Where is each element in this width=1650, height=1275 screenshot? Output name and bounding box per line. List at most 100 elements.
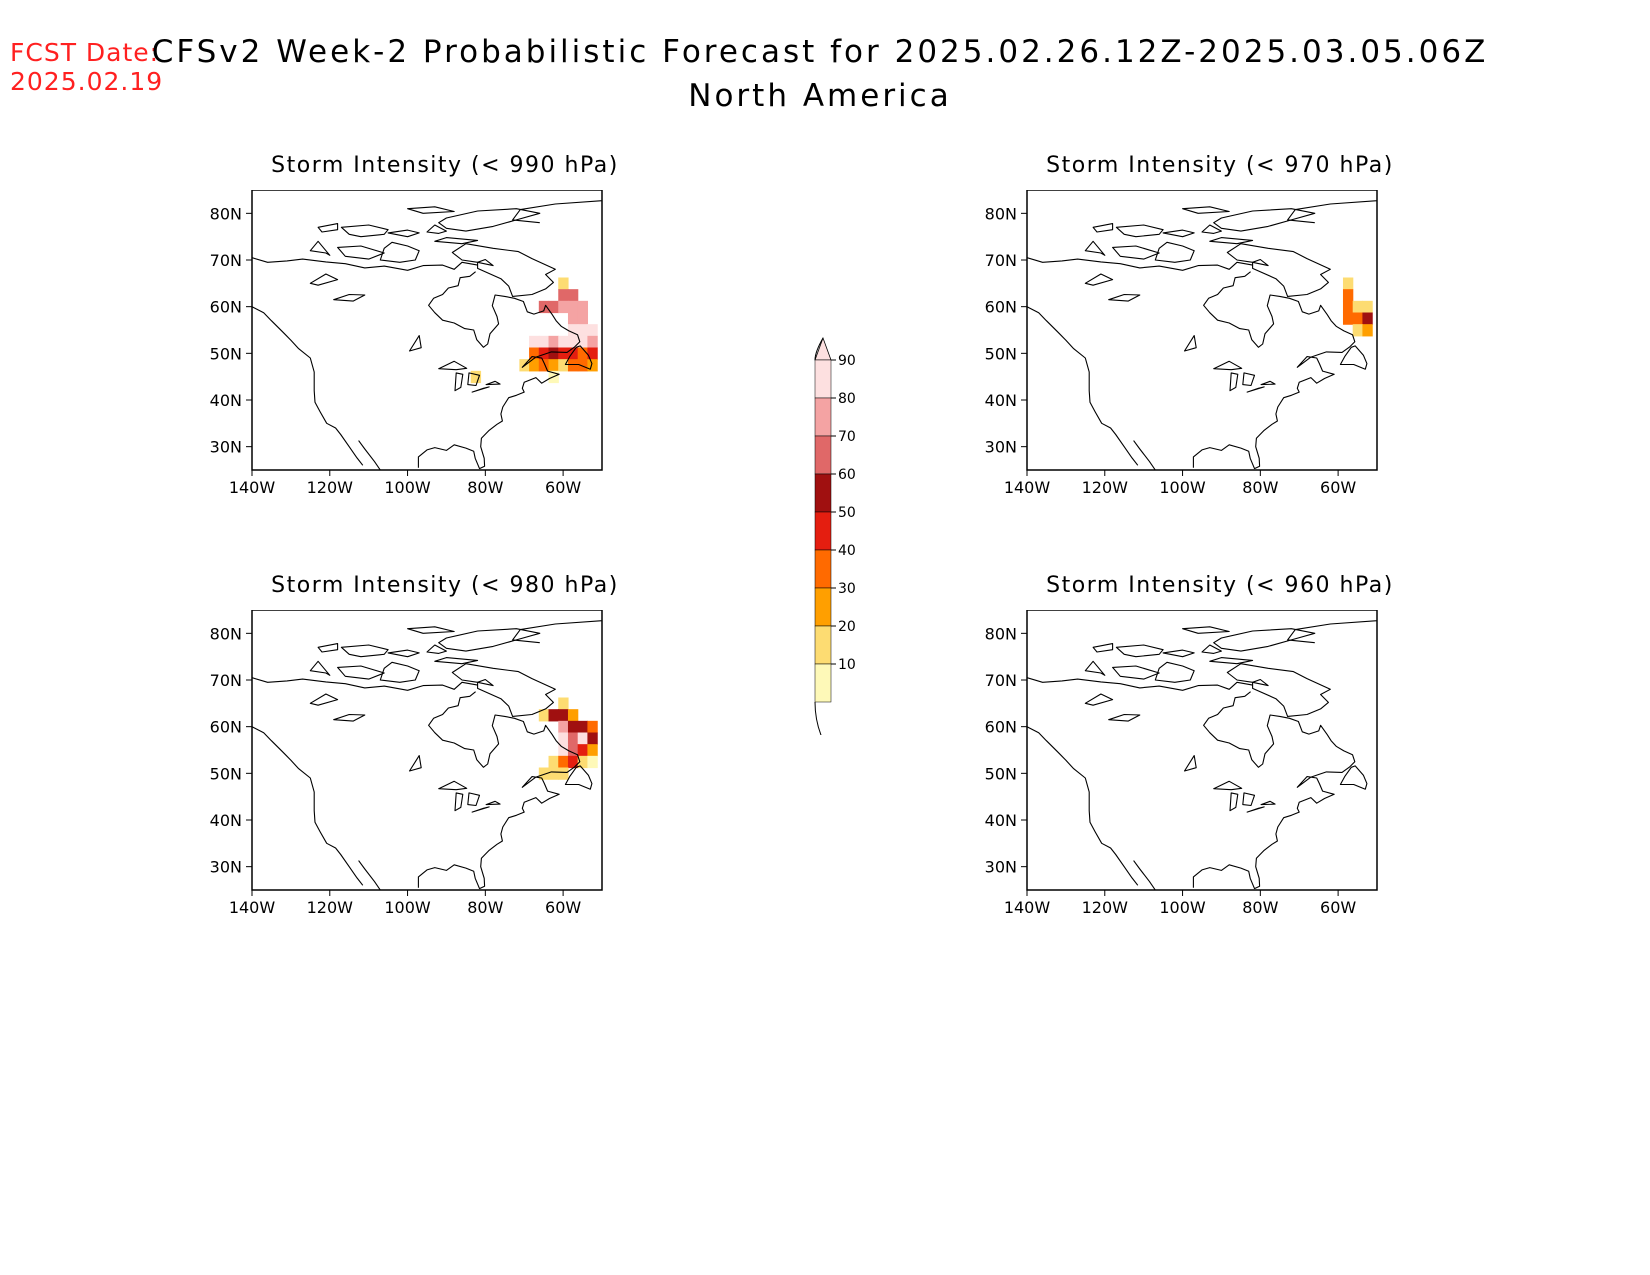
coastline [309, 660, 331, 676]
probability-cell [548, 347, 559, 360]
coastline [1192, 691, 1356, 890]
probability-cell [577, 347, 589, 360]
coastline [1192, 271, 1356, 470]
colorbar-label: 30 [838, 581, 856, 597]
coastline [407, 626, 455, 634]
lat-tick-label: 40N [210, 811, 242, 830]
lat-tick-label: 60N [985, 298, 1017, 317]
colorbar-swatch [814, 397, 832, 437]
coastline [1183, 335, 1197, 352]
coastline [337, 665, 385, 680]
coastline [340, 644, 389, 658]
coastline [471, 806, 490, 813]
coastline [379, 661, 420, 683]
probability-cell [1342, 312, 1354, 325]
probability-cell [1342, 277, 1354, 290]
forecast-date-label: FCST Date: [10, 38, 160, 67]
probability-cell [567, 755, 579, 769]
coastline [1213, 208, 1316, 232]
coastline [1226, 663, 1331, 717]
probability-cell [558, 709, 569, 722]
coastline [434, 237, 479, 245]
coastline [1183, 755, 1197, 772]
probability-cell [558, 767, 569, 780]
map-panel-990: Storm Intensity (< 990 hPa) 80N 70N 60N 50N… [205, 145, 645, 525]
coastline [309, 693, 339, 706]
lon-tick-label: 80W [467, 478, 503, 497]
probability-cell [567, 359, 579, 372]
map-frame [251, 190, 603, 471]
coastline [564, 345, 593, 370]
colorbar-swatch [814, 359, 832, 399]
map-content [1027, 620, 1377, 890]
probability-cell [529, 347, 540, 360]
coastline [477, 678, 494, 687]
lon-tick-label: 140W [1004, 898, 1051, 917]
colorbar-label: 70 [838, 429, 856, 445]
coastline [1252, 678, 1269, 687]
lon-tick-label: 120W [1082, 898, 1129, 917]
lon-tick-label: 60W [545, 478, 581, 497]
lon-tick-label: 80W [1242, 898, 1278, 917]
probability-cell [577, 335, 589, 349]
probability-cell [567, 289, 579, 302]
probability-cell [558, 359, 569, 372]
lat-tick-label: 80N [210, 204, 242, 223]
lat-tick-label: 80N [210, 624, 242, 643]
lon-tick-label: 100W [1159, 898, 1206, 917]
coastline [438, 780, 468, 791]
coastline [358, 860, 381, 890]
probability-cell [577, 732, 589, 745]
coastline [1084, 273, 1114, 286]
coastline [1108, 293, 1141, 302]
lat-tick-label: 30N [985, 858, 1017, 877]
coastline [1246, 806, 1265, 813]
probability-cell [567, 720, 579, 734]
colorbar-swatch [814, 473, 832, 513]
lon-tick-label: 80W [1242, 478, 1278, 497]
colorbar-swatch [814, 625, 832, 665]
probability-cell [1342, 289, 1354, 302]
lon-tick-label: 100W [1159, 478, 1206, 497]
coastline [309, 240, 331, 256]
colorbar-label: 60 [838, 467, 856, 483]
probability-cell [1362, 300, 1373, 314]
probability-cell [558, 744, 569, 757]
coastline [408, 755, 422, 772]
coastline [252, 677, 478, 691]
coastline [252, 257, 478, 271]
coastline [1226, 243, 1331, 297]
coastline [1287, 620, 1377, 644]
coastline [1027, 306, 1139, 466]
coastline [1242, 372, 1256, 387]
probability-cell [1362, 312, 1373, 325]
coastline [1229, 792, 1239, 812]
coastline [333, 293, 366, 302]
coastline [1260, 800, 1276, 806]
lon-tick-label: 60W [1320, 898, 1356, 917]
lon-tick-label: 120W [1082, 478, 1129, 497]
probability-cell [548, 359, 559, 372]
coastline [1242, 792, 1256, 807]
coastline [1027, 726, 1139, 886]
lat-tick-label: 40N [985, 811, 1017, 830]
map-svg: 80N 70N 60N 50N 40N 30N 140W 120W 100W 80W 60W [210, 190, 603, 497]
coastline [451, 243, 556, 297]
coastline [1027, 677, 1253, 691]
coastline [454, 792, 464, 812]
probability-cell [1342, 300, 1354, 314]
coastline [408, 335, 422, 352]
probability-cell [548, 767, 559, 780]
coastline [358, 440, 381, 470]
colorbar-swatch [814, 549, 832, 589]
coastline [379, 241, 420, 263]
coastline [1084, 240, 1106, 256]
probability-cell [470, 370, 482, 384]
coastline [1182, 206, 1230, 214]
coastline [438, 208, 541, 232]
lat-tick-label: 30N [985, 438, 1017, 457]
colorbar: 90 80 70 60 50 40 30 20 10 [814, 336, 856, 735]
coastline [1133, 440, 1156, 470]
coastline [387, 649, 420, 658]
probability-cell [548, 300, 559, 314]
